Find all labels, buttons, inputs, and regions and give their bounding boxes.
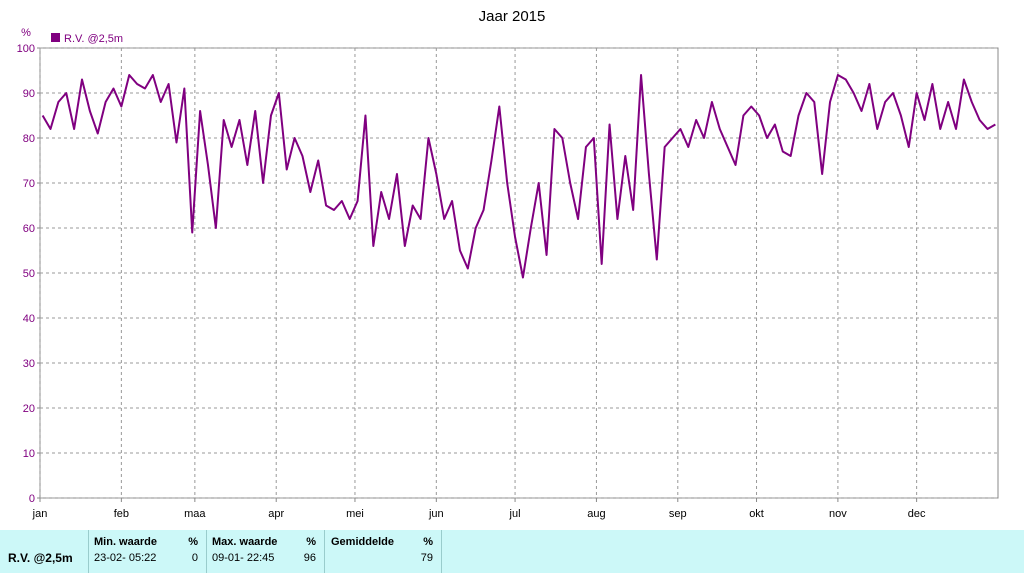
- stat-header: Min. waarde: [94, 536, 157, 548]
- stat-when: 23-02- 05:22: [94, 552, 157, 564]
- x-tick-label: jan: [32, 508, 48, 520]
- y-tick-label: 60: [23, 223, 35, 235]
- stat-header: Max. waarde: [212, 536, 278, 548]
- x-tick-label: mei: [346, 508, 364, 520]
- stat-value: 0: [191, 552, 198, 564]
- y-tick-label: 100: [17, 43, 35, 55]
- legend-label: R.V. @2,5m: [64, 33, 123, 45]
- x-tick-label: feb: [114, 508, 129, 520]
- y-tick-label: 50: [23, 268, 35, 280]
- stats-label: R.V. @2,5m: [8, 551, 73, 565]
- legend-swatch: [51, 33, 60, 42]
- stat-value: 96: [303, 552, 316, 564]
- stat-value: 79: [420, 552, 433, 564]
- plot-frame: [39, 47, 999, 499]
- y-tick-label: 40: [23, 313, 35, 325]
- x-tick-label: jun: [428, 508, 444, 520]
- y-tick-label: 80: [23, 133, 35, 145]
- y-tick-label: 0: [29, 493, 35, 505]
- y-tick-label: 30: [23, 358, 35, 370]
- x-tick-label: apr: [268, 508, 284, 520]
- x-tick-label: maa: [184, 508, 206, 520]
- series-line: [41, 74, 996, 279]
- x-tick-label: jul: [509, 508, 521, 520]
- y-tick-label: 20: [23, 403, 35, 415]
- x-tick-label: okt: [749, 508, 764, 520]
- stat-unit: %: [423, 536, 433, 548]
- x-tick-label: dec: [908, 508, 926, 520]
- stat-unit: %: [188, 536, 198, 548]
- stats-mean: Gemiddelde % 79: [325, 530, 442, 573]
- x-tick-label: nov: [829, 508, 847, 520]
- stats-label-cell: R.V. @2,5m: [0, 530, 89, 573]
- stats-max: Max. waarde % 09-01- 22:45 96: [207, 530, 325, 573]
- y-tick-label: 70: [23, 178, 35, 190]
- y-axis-unit: %: [21, 27, 31, 39]
- chart: Jaar 2015 % R.V. @2,5m 0 10 20 30 40 50 60 70 80…: [17, 8, 999, 520]
- stats-min: Min. waarde % 23-02- 05:22 0: [89, 530, 207, 573]
- y-tick-label: 90: [23, 88, 35, 100]
- x-tick-label: sep: [669, 508, 687, 520]
- stat-when: 09-01- 22:45: [212, 552, 275, 564]
- stats-panel: R.V. @2,5m Min. waarde % 23-02- 05:22 0 …: [0, 530, 1024, 573]
- x-tick-label: aug: [587, 508, 605, 520]
- y-tick-label: 10: [23, 448, 35, 460]
- stat-header: Gemiddelde: [331, 536, 394, 548]
- chart-title: Jaar 2015: [479, 8, 546, 25]
- stat-unit: %: [306, 536, 316, 548]
